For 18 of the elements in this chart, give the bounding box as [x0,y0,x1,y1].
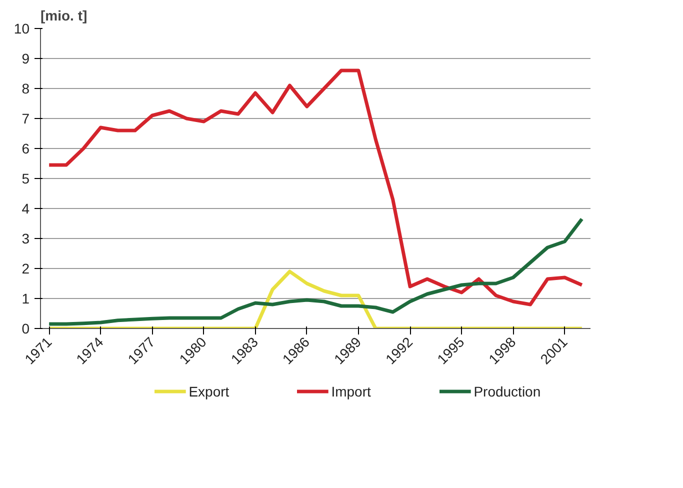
y-tick-label: 0 [22,320,30,336]
line-series [47,270,584,328]
legend-label: Export [188,384,230,400]
line-series [47,217,584,326]
y-tick-label: 10 [14,20,30,36]
y-tick-label: 2 [22,260,30,276]
y-tick-label: 9 [22,50,30,66]
y-tick-label: 8 [22,80,30,96]
y-tick-label: 3 [22,230,30,246]
legend-label: Production [474,384,541,400]
y-tick-label: 6 [22,140,30,156]
y-axis-title: [mio. t] [40,8,88,24]
y-tick-label: 5 [22,170,30,186]
y-tick-label: 4 [22,200,30,216]
y-tick-label: 7 [22,110,30,126]
legend-label: Import [331,384,371,400]
y-tick-label: 1 [22,290,30,306]
line-series [47,68,584,306]
